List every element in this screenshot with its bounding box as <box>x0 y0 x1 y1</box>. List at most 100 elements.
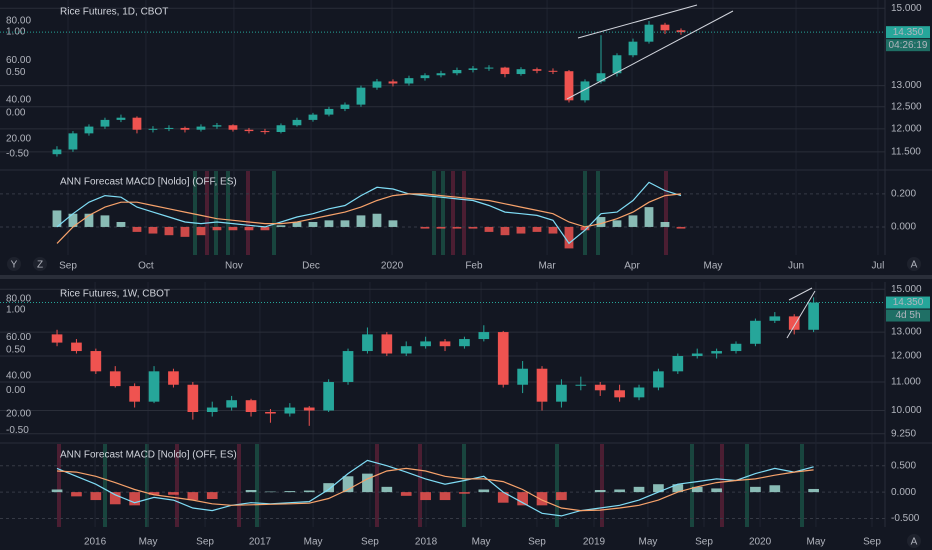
candle-body <box>400 346 412 354</box>
band <box>418 444 422 527</box>
left-tick-label: -0.50 <box>6 425 29 436</box>
x-tick-label: 2019 <box>583 537 606 548</box>
band <box>103 444 107 527</box>
left-tick-label: 0.50 <box>6 345 26 356</box>
candle-body <box>750 320 761 344</box>
control-label[interactable]: Y <box>11 260 18 271</box>
countdown-tag <box>886 309 930 322</box>
candle-body <box>484 67 494 69</box>
candle-body <box>404 78 414 84</box>
y-tick-label: 9.250 <box>891 428 916 439</box>
histogram-bar <box>148 226 158 234</box>
histogram-bar <box>51 489 63 493</box>
x-tick-label: Sep <box>528 537 546 548</box>
band <box>175 444 179 527</box>
band <box>462 444 466 527</box>
left-tick-label: 1.00 <box>6 305 26 316</box>
histogram-bar <box>564 226 574 249</box>
candle-body <box>653 371 664 388</box>
candle-body <box>730 343 742 352</box>
candle-body <box>548 70 558 72</box>
histogram-bar <box>612 220 622 227</box>
x-tick-label: May <box>638 537 657 548</box>
histogram-bar <box>439 492 451 501</box>
candle-body <box>769 316 781 321</box>
band <box>237 444 241 527</box>
left-tick-label: 40.00 <box>6 94 31 105</box>
histogram-bar <box>68 213 78 227</box>
candle-body <box>594 384 606 391</box>
control-button[interactable] <box>7 257 21 271</box>
control-label[interactable]: A <box>911 260 918 271</box>
candle-body <box>691 353 703 356</box>
countdown-label: 4d 5h <box>895 310 920 321</box>
candle-body <box>808 302 819 330</box>
histogram-bar <box>340 220 350 227</box>
control-button[interactable] <box>907 534 921 548</box>
candle-body <box>362 334 373 352</box>
macd-line <box>56 459 814 517</box>
histogram-bar <box>594 490 606 493</box>
x-tick-label: May <box>472 537 491 548</box>
histogram-bar <box>116 221 126 227</box>
band <box>600 444 604 527</box>
indicator-title: ANN Forecast MACD [Noldo] (OFF, ES) <box>60 450 237 461</box>
left-tick-label: -0.50 <box>6 148 29 159</box>
histogram-bar <box>260 226 270 231</box>
histogram-bar <box>420 492 431 501</box>
histogram-bar <box>206 492 218 499</box>
signal-line <box>56 467 814 512</box>
histogram-bar <box>323 483 334 493</box>
price-tag-label: 14.350 <box>893 27 924 38</box>
candle-body <box>260 131 270 133</box>
x-tick-label: May <box>704 261 723 272</box>
candle-body <box>596 73 606 82</box>
macd-line <box>56 181 682 245</box>
candle-body <box>517 368 528 385</box>
control-label[interactable]: Z <box>37 260 43 271</box>
histogram-bar <box>750 486 761 493</box>
signal-line <box>56 193 682 244</box>
candle-body <box>342 351 354 383</box>
histogram-bar <box>303 490 315 493</box>
candle-body <box>556 384 567 402</box>
control-label[interactable]: A <box>911 537 918 548</box>
left-tick-label: 20.00 <box>6 134 31 145</box>
histogram-bar <box>265 491 276 493</box>
x-tick-label: 2017 <box>249 537 272 548</box>
countdown-label: 04:26:19 <box>889 40 928 51</box>
candle-body <box>245 400 257 413</box>
control-button[interactable] <box>907 257 921 271</box>
candle-body <box>516 69 526 75</box>
control-button[interactable] <box>33 257 47 271</box>
price-tag <box>886 296 930 309</box>
candle-body <box>564 71 574 101</box>
histogram-bar <box>532 226 542 232</box>
histogram-bar <box>459 492 470 494</box>
band <box>596 171 600 255</box>
candle-body <box>580 81 590 101</box>
left-tick-label: 0.00 <box>6 108 26 119</box>
candle-body <box>532 69 542 71</box>
candle-body <box>71 342 82 352</box>
band <box>205 171 209 255</box>
x-tick-label: 2016 <box>84 537 107 548</box>
histogram-bar <box>653 484 664 493</box>
band <box>246 171 250 255</box>
band <box>800 444 804 527</box>
band <box>214 171 218 255</box>
candle-body <box>244 129 254 132</box>
candle-body <box>276 125 286 132</box>
x-tick-label: Jun <box>788 261 804 272</box>
candle-body <box>212 125 222 127</box>
controls: Y Z A A <box>7 257 921 548</box>
signal-bands <box>57 171 804 527</box>
histogram-bar <box>536 492 548 506</box>
wedge-lower <box>786 290 816 339</box>
candle-body <box>420 341 431 347</box>
band <box>432 171 436 255</box>
histogram-bar <box>516 226 526 234</box>
x-tick-label: Apr <box>624 261 640 272</box>
candle-body <box>323 382 334 411</box>
histogram-bar <box>148 492 160 495</box>
